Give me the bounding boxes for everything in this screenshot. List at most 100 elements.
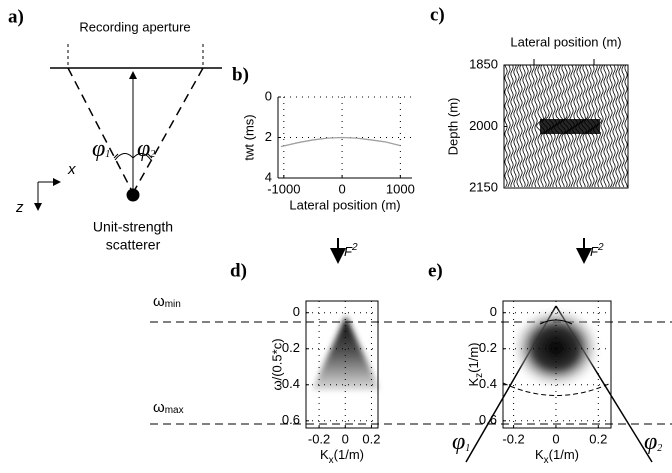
y-tick-label: 2150 xyxy=(469,179,498,194)
subscript: 2 xyxy=(150,149,155,160)
unit: (1/m) xyxy=(466,342,481,372)
subscript: 1 xyxy=(465,443,470,454)
wiggle-trace xyxy=(621,64,625,188)
subscript: max xyxy=(165,405,184,416)
symbol: F xyxy=(590,244,599,259)
wiggle-trace xyxy=(609,64,613,188)
y-tick-label: 2000 xyxy=(469,118,498,133)
symbol: φ xyxy=(452,429,465,455)
axis-label: Kx(1/m) xyxy=(535,447,579,465)
dashed-curve xyxy=(502,382,612,396)
wiggle-trace xyxy=(516,64,520,188)
symbol: F xyxy=(344,244,353,259)
panel-label: a) xyxy=(8,6,24,27)
subscript: min xyxy=(165,299,181,310)
diagram xyxy=(34,44,222,211)
wiggle-trace xyxy=(531,64,535,188)
x-tick-label: -0.2 xyxy=(308,431,330,446)
wiggle-trace xyxy=(528,64,532,188)
symbol: ω xyxy=(153,399,165,416)
chart-title: Lateral position (m) xyxy=(510,34,621,49)
operator: F2 xyxy=(344,242,358,260)
axis-label: z xyxy=(15,199,24,216)
axis-label: ω/(0.5*c) xyxy=(269,338,284,390)
x-tick-label: -1000 xyxy=(267,181,300,196)
axis-label: x xyxy=(67,161,76,178)
symbol: K xyxy=(320,447,329,462)
axis-label: Lateral position (m) xyxy=(289,197,400,212)
x-tick-label: -0.2 xyxy=(502,431,524,446)
wiggle-trace xyxy=(510,64,514,188)
angle-label: φ1 xyxy=(92,136,110,162)
symbol: ω xyxy=(153,293,165,310)
superscript: 2 xyxy=(597,242,604,253)
x-tick-label: 0 xyxy=(342,431,349,446)
unit: (1/m) xyxy=(549,447,579,462)
axis-label: twt (ms) xyxy=(241,114,256,160)
y-tick-label: 0.2 xyxy=(282,340,300,355)
symbol: K xyxy=(535,447,544,462)
subscript: x xyxy=(544,455,549,466)
omega-label: ωmin xyxy=(153,293,181,310)
wiggle-trace xyxy=(519,64,523,188)
wiggle-trace xyxy=(536,64,542,188)
symbol: φ xyxy=(137,136,150,162)
y-tick-label: 0 xyxy=(490,304,497,319)
y-tick-label: 0 xyxy=(265,88,272,103)
wiggle-trace xyxy=(606,65,610,188)
spectrum-image xyxy=(510,310,602,394)
label: Unit-strength xyxy=(93,219,173,235)
spectrum-image xyxy=(312,316,380,390)
wiggle-trace xyxy=(603,64,607,188)
symbol: φ xyxy=(92,136,105,162)
y-tick-label: 4 xyxy=(265,169,272,184)
operator-arrows xyxy=(330,238,592,264)
subscript: x xyxy=(329,455,334,466)
x-tick-label: 0.2 xyxy=(589,431,607,446)
y-tick-label: 0.4 xyxy=(479,376,497,391)
axis-label: Kz(1/m) xyxy=(466,342,484,386)
line-series xyxy=(280,136,401,148)
y-tick-label: 0.4 xyxy=(282,376,300,391)
y-tick-label: 0.6 xyxy=(479,412,497,427)
wiggle-trace xyxy=(522,65,526,188)
wiggle-trace xyxy=(624,64,628,188)
panel-label: d) xyxy=(230,260,247,281)
superscript: 2 xyxy=(351,242,358,253)
axes-frame xyxy=(305,300,379,429)
symbol: φ xyxy=(644,429,657,455)
panel-label: c) xyxy=(430,4,445,25)
x-tick-label: 0 xyxy=(552,431,559,446)
subscript: 2 xyxy=(657,443,662,454)
y-tick-label: 2 xyxy=(265,129,272,144)
wiggle-trace xyxy=(615,64,619,188)
wiggle-trace xyxy=(507,64,511,188)
operator: F2 xyxy=(590,242,604,260)
axis-label: Depth (m) xyxy=(445,98,460,156)
y-tick-label: 0.6 xyxy=(282,412,300,427)
angle-label: φ1 xyxy=(452,429,470,455)
subscript: 1 xyxy=(105,149,110,160)
x-tick-label: 1000 xyxy=(386,181,415,196)
panel-label: b) xyxy=(232,64,249,85)
x-tick-label: 0 xyxy=(338,181,345,196)
subscript: z xyxy=(474,373,485,378)
axes-frame xyxy=(502,300,612,429)
panel-label: e) xyxy=(428,260,443,281)
angle-label: φ2 xyxy=(137,136,155,162)
reflector xyxy=(540,119,600,134)
angle-label: φ2 xyxy=(644,429,662,455)
y-tick-label: 0 xyxy=(293,304,300,319)
y-tick-label: 0.2 xyxy=(479,340,497,355)
axis-label: Kx(1/m) xyxy=(320,447,364,465)
x-tick-label: 0.2 xyxy=(362,431,380,446)
wiggle-trace xyxy=(612,64,616,188)
symbol: K xyxy=(466,378,481,387)
label: scatterer xyxy=(106,237,161,253)
wiggle-trace xyxy=(513,64,517,188)
wiggle-trace xyxy=(534,64,538,188)
label: Recording aperture xyxy=(79,19,190,34)
wiggle-trace xyxy=(525,64,529,188)
y-tick-label: 1850 xyxy=(469,56,498,71)
